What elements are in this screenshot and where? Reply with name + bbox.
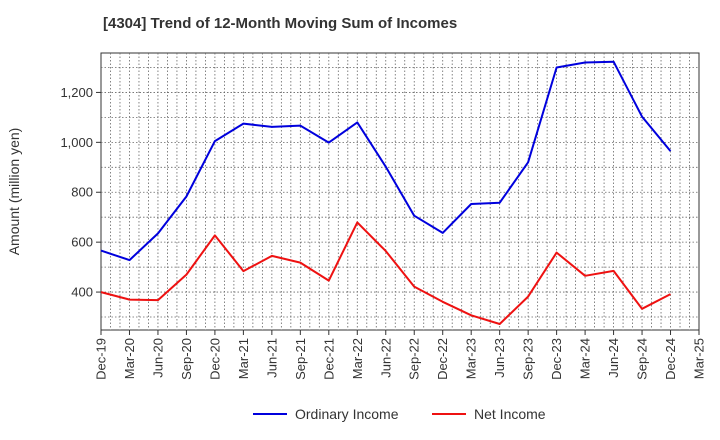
x-tick-label: Jun-24 [606,338,621,378]
legend-label-ordinary-income: Ordinary Income [295,406,399,422]
x-tick-label: Mar-20 [122,338,137,379]
x-tick-label: Mar-24 [578,338,593,379]
x-tick-label: Dec-20 [207,338,222,380]
series-line-ordinary-income [100,60,672,262]
x-tick-label: Mar-22 [350,338,365,379]
y-tick-label: 800 [71,185,93,200]
chart-title: [4304] Trend of 12-Month Moving Sum of I… [103,15,458,32]
series-line-net-income [100,221,671,325]
y-tick-label: 400 [71,285,93,300]
x-tick-label: Sep-24 [635,338,650,380]
y-tick-label: 1,000 [60,135,93,150]
x-tick-label: Jun-22 [378,338,393,378]
x-tick-label: Jun-20 [150,338,165,378]
x-tick-label: Dec-22 [435,338,450,380]
x-tick-label: Sep-23 [521,338,536,380]
x-tick-label: Jun-21 [264,338,279,378]
x-tick-label: Sep-21 [293,338,308,380]
y-tick-label: 600 [71,235,93,250]
x-tick-label: Sep-20 [179,338,194,380]
x-tick-label: Dec-21 [321,338,336,380]
y-axis-label: Amount (million yen) [6,128,22,256]
x-tick-label: Dec-23 [549,338,564,380]
x-tick-label: Jun-23 [492,338,507,378]
y-tick-label: 1,200 [60,85,93,100]
x-tick-label: Mar-23 [464,338,479,379]
legend-label-net-income: Net Income [474,406,546,422]
x-tick-label: Sep-22 [407,338,422,380]
x-tick-label: Dec-19 [94,338,109,380]
x-tick-label: Mar-25 [692,338,707,379]
x-tick-label: Dec-24 [663,338,678,380]
x-tick-label: Mar-21 [236,338,251,379]
